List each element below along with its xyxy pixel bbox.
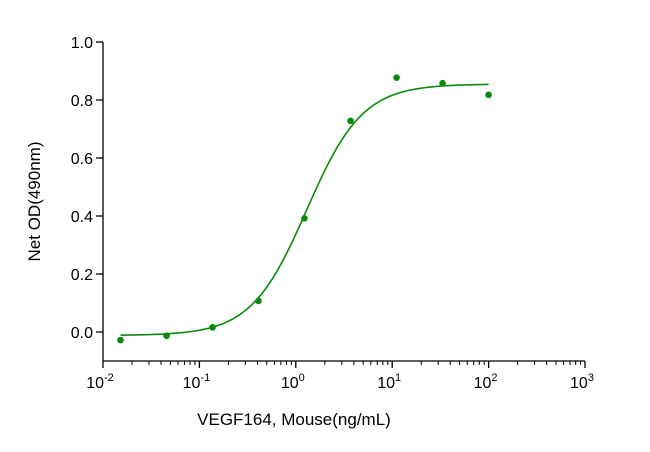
x-tick-label: 103	[570, 372, 594, 392]
y-tick-label: 0.0	[71, 325, 93, 342]
fit-curve	[120, 83, 489, 336]
axes	[102, 42, 585, 362]
data-point	[117, 336, 124, 344]
y-ticks: 0.0 0.2 0.4 0.6 0.8 1.0	[71, 35, 103, 342]
y-axis-label: Net OD(490nm)	[25, 142, 44, 262]
y-tick-label: 0.8	[71, 93, 93, 110]
x-tick-label: 100	[281, 372, 305, 392]
x-tick-label: 101	[377, 372, 401, 392]
y-tick-label: 0.4	[71, 209, 93, 226]
data-point	[393, 74, 400, 81]
y-tick-label: 1.0	[71, 35, 93, 52]
x-tick-label: 10-2	[86, 372, 114, 392]
x-tick-label: 102	[474, 372, 498, 392]
data-point	[347, 117, 354, 125]
data-point	[439, 79, 446, 87]
data-point	[301, 215, 308, 222]
y-tick-label: 0.2	[71, 267, 93, 284]
x-ticks: 10-2 10-1 100 101 102 103	[86, 361, 594, 392]
data-point	[209, 324, 216, 331]
data-point	[485, 91, 492, 99]
data-points	[117, 74, 492, 344]
data-point	[255, 297, 262, 305]
x-tick-label: 10-1	[183, 372, 211, 392]
x-axis-label: VEGF164, Mouse(ng/mL)	[197, 410, 391, 429]
data-point	[163, 332, 170, 340]
y-tick-label: 0.6	[71, 151, 93, 168]
